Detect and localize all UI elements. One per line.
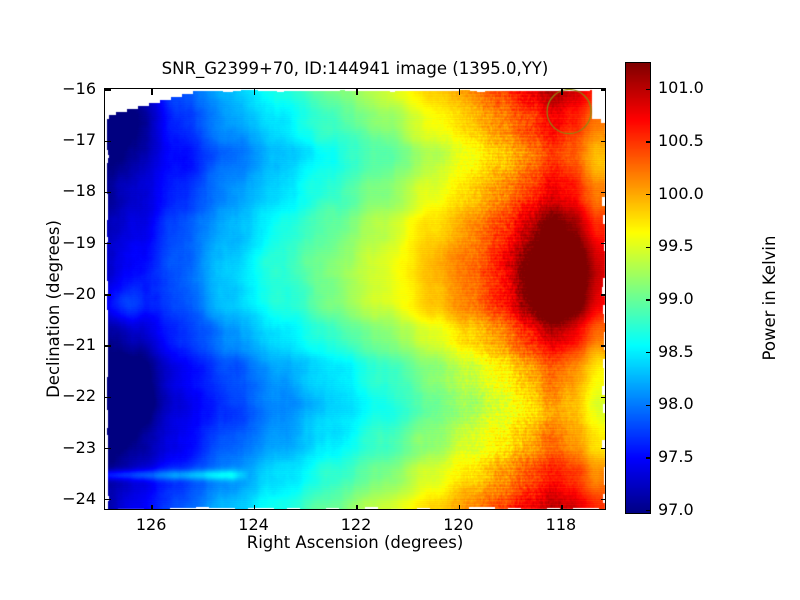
x-tick-mark: [253, 505, 256, 509]
heatmap-axes[interactable]: [104, 88, 606, 510]
y-tick-mark: [105, 396, 111, 398]
y-tick-mark: [105, 345, 111, 347]
x-tick-mark: [458, 89, 461, 95]
y-tick-mark: [601, 294, 605, 296]
y-tick-mark: [105, 447, 111, 450]
colorbar-gradient: [626, 63, 650, 513]
colorbar-label: Power in Kelvin: [760, 235, 779, 361]
x-tick-label: 126: [135, 515, 167, 534]
y-tick-mark: [105, 140, 111, 142]
x-tick-label: 118: [545, 515, 577, 534]
y-tick-label: −16: [62, 79, 96, 99]
y-tick-mark: [601, 447, 605, 450]
y-tick-label: −18: [62, 181, 96, 201]
y-tick-label: −24: [62, 488, 96, 508]
colorbar-tick-mark: [646, 194, 650, 196]
y-axis-label: Declination (degrees): [44, 220, 63, 398]
y-tick-mark: [105, 243, 111, 245]
colorbar-tick-label: 100.0: [658, 183, 704, 203]
y-tick-mark: [601, 140, 605, 142]
colorbar-tick-mark: [646, 404, 650, 407]
x-axis-label: Right Ascension (degrees): [246, 533, 464, 552]
annotation-overlay: [105, 89, 605, 509]
y-tick-mark: [601, 89, 605, 91]
colorbar-tick-label: 97.0: [658, 499, 694, 519]
page-title: SNR_G2399+70, ID:144941 image (1395.0,YY…: [161, 59, 549, 78]
y-tick-label: −22: [62, 386, 96, 406]
colorbar-tick-mark: [646, 299, 650, 301]
y-tick-mark: [601, 191, 605, 194]
colorbar-tick-mark: [646, 352, 650, 354]
colorbar-tick-label: 101.0: [658, 78, 704, 98]
y-tick-mark: [601, 396, 605, 398]
colorbar-tick-label: 99.5: [658, 236, 694, 256]
x-tick-mark: [151, 505, 153, 509]
y-tick-label: −17: [62, 130, 96, 150]
colorbar-tick-label: 98.0: [658, 394, 694, 414]
colorbar-tick-mark: [646, 246, 650, 249]
colorbar-tick-label: 97.5: [658, 447, 694, 467]
y-tick-label: −20: [62, 283, 96, 303]
colorbar-axes[interactable]: [625, 62, 651, 514]
colorbar-tick-mark: [646, 457, 650, 459]
y-tick-label: −21: [62, 335, 96, 355]
x-tick-mark: [458, 505, 461, 509]
colorbar-tick-label: 98.5: [658, 341, 694, 361]
x-tick-mark: [151, 89, 153, 95]
y-tick-mark: [601, 499, 605, 501]
colorbar-tick-mark: [646, 141, 650, 143]
y-tick-label: −19: [62, 232, 96, 252]
y-tick-label: −23: [62, 437, 96, 457]
y-tick-mark: [105, 191, 111, 194]
colorbar-tick-mark: [646, 88, 650, 90]
colorbar-tick-mark: [646, 510, 650, 512]
x-tick-mark: [253, 89, 256, 95]
y-tick-mark: [601, 345, 605, 347]
x-tick-mark: [356, 89, 358, 95]
y-tick-mark: [105, 89, 111, 91]
y-tick-mark: [105, 499, 111, 501]
x-tick-mark: [356, 505, 358, 509]
x-tick-label: 124: [238, 515, 269, 534]
y-tick-mark: [601, 243, 605, 245]
x-tick-mark: [561, 89, 563, 95]
x-tick-label: 120: [443, 515, 474, 534]
colorbar-tick-label: 100.5: [658, 131, 704, 151]
x-tick-label: 122: [340, 515, 372, 534]
y-tick-mark: [105, 294, 111, 296]
colorbar-tick-label: 99.0: [658, 289, 694, 309]
x-tick-mark: [561, 505, 563, 509]
